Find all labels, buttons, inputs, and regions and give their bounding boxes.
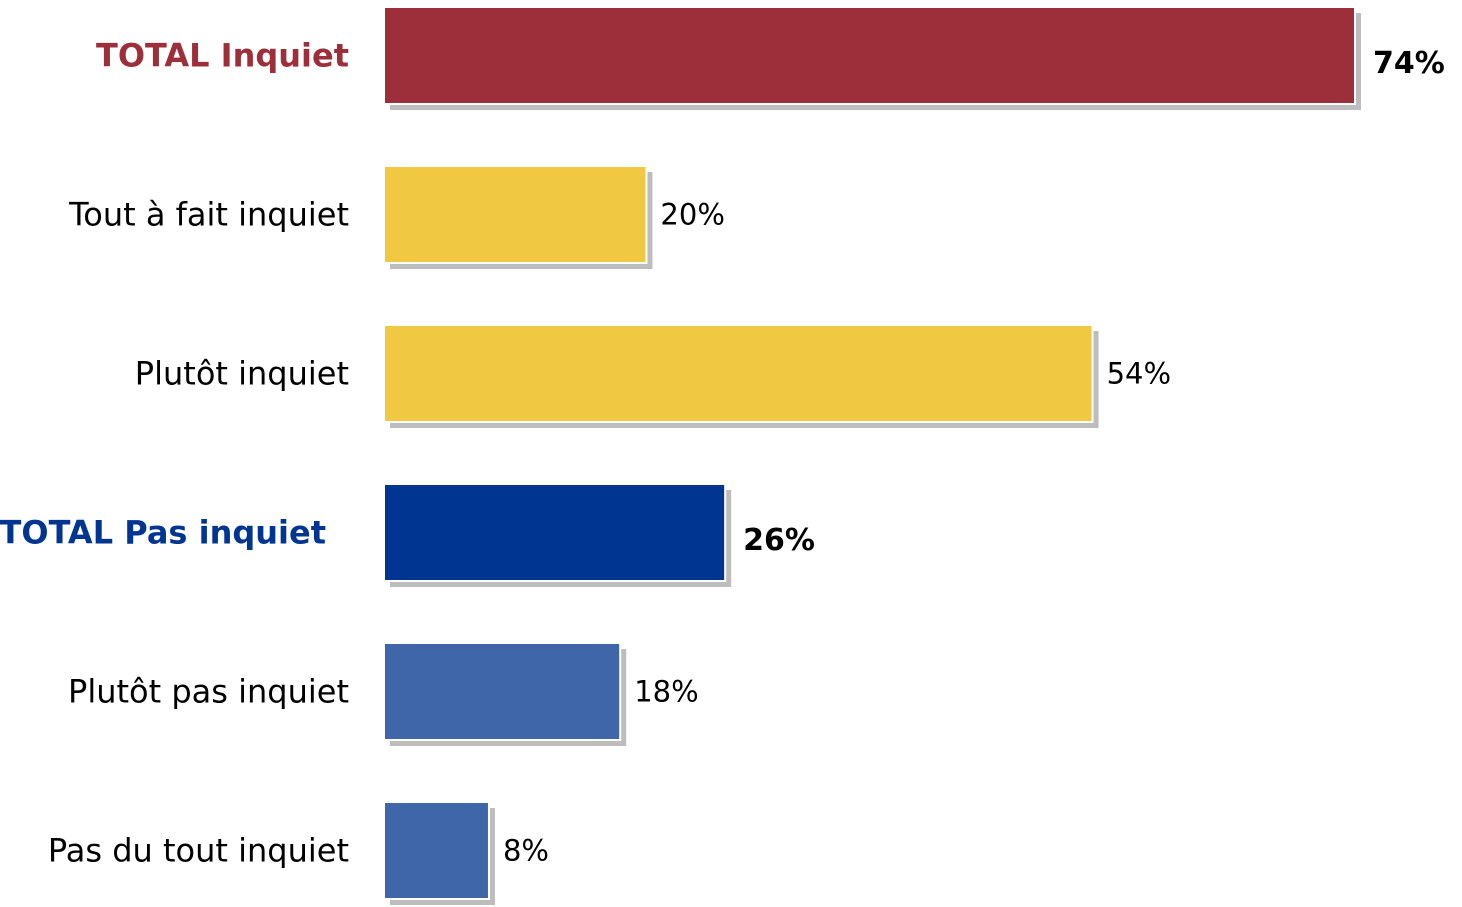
bar-5	[383, 801, 490, 900]
value-label: 8%	[503, 834, 549, 868]
value-label: 18%	[634, 675, 698, 709]
category-label: Plutôt pas inquiet	[68, 673, 349, 711]
category-label: Plutôt inquiet	[135, 355, 349, 393]
bar-2	[383, 324, 1094, 423]
value-label: 20%	[660, 198, 724, 232]
bar-4	[383, 642, 622, 741]
value-label: 74%	[1373, 46, 1445, 81]
bar-1	[383, 165, 648, 264]
category-label: Tout à fait inquiet	[68, 196, 349, 234]
bar-3	[383, 483, 727, 582]
value-label: 54%	[1107, 357, 1171, 391]
category-label: Pas du tout inquiet	[48, 832, 349, 870]
category-label: TOTAL Pas inquiet	[0, 514, 326, 552]
category-label: TOTAL Inquiet	[96, 37, 349, 75]
bar-0	[383, 6, 1356, 105]
value-label: 26%	[743, 523, 815, 558]
